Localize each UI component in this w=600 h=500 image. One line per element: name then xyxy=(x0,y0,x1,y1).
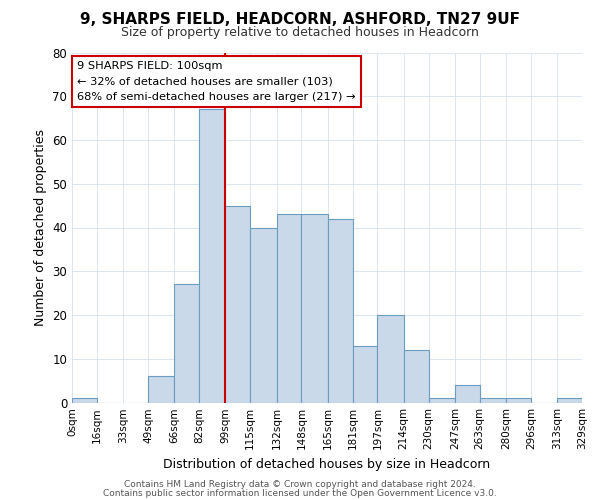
Y-axis label: Number of detached properties: Number of detached properties xyxy=(34,129,47,326)
Bar xyxy=(226,206,250,402)
Bar xyxy=(506,398,531,402)
Bar xyxy=(377,315,404,402)
Bar xyxy=(428,398,455,402)
Bar xyxy=(353,346,377,403)
Bar xyxy=(301,214,328,402)
Text: 9 SHARPS FIELD: 100sqm
← 32% of detached houses are smaller (103)
68% of semi-de: 9 SHARPS FIELD: 100sqm ← 32% of detached… xyxy=(77,61,356,102)
Bar xyxy=(175,284,199,403)
Text: 9, SHARPS FIELD, HEADCORN, ASHFORD, TN27 9UF: 9, SHARPS FIELD, HEADCORN, ASHFORD, TN27… xyxy=(80,12,520,28)
Bar xyxy=(250,228,277,402)
Text: Contains public sector information licensed under the Open Government Licence v3: Contains public sector information licen… xyxy=(103,488,497,498)
Bar xyxy=(148,376,175,402)
X-axis label: Distribution of detached houses by size in Headcorn: Distribution of detached houses by size … xyxy=(163,458,491,471)
Bar xyxy=(479,398,506,402)
Bar xyxy=(72,398,97,402)
Bar xyxy=(404,350,428,403)
Text: Size of property relative to detached houses in Headcorn: Size of property relative to detached ho… xyxy=(121,26,479,39)
Bar xyxy=(328,219,353,402)
Bar xyxy=(557,398,582,402)
Bar xyxy=(455,385,479,402)
Bar xyxy=(199,110,226,403)
Bar xyxy=(277,214,301,402)
Text: Contains HM Land Registry data © Crown copyright and database right 2024.: Contains HM Land Registry data © Crown c… xyxy=(124,480,476,489)
